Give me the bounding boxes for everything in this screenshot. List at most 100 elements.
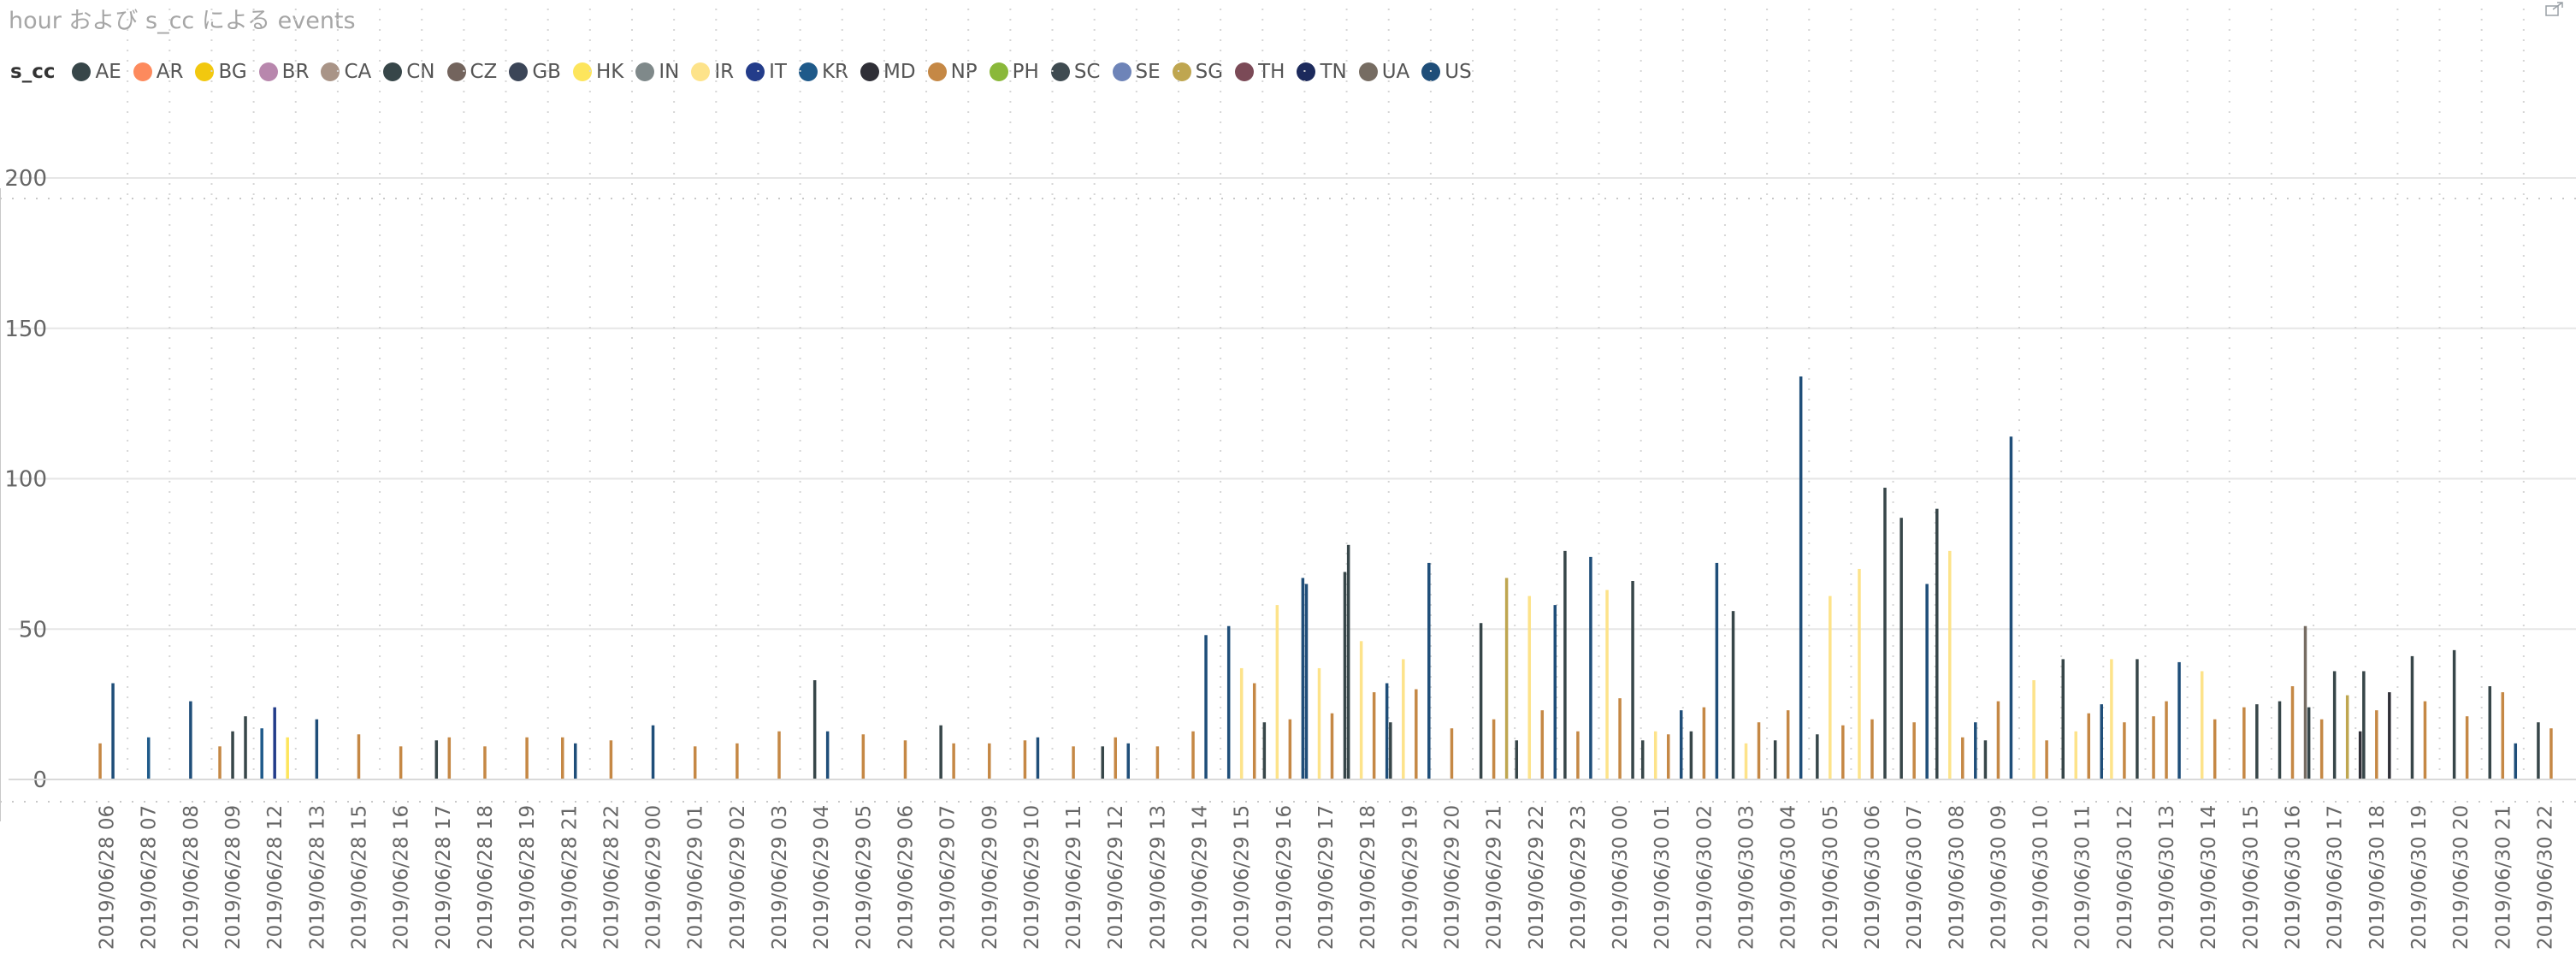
bar-np <box>1666 734 1670 779</box>
legend-item-hk[interactable]: HK <box>572 61 623 83</box>
legend-item-ph[interactable]: PH <box>989 61 1039 83</box>
bar-np <box>2423 701 2427 779</box>
x-tick-label: 2019/06/30 15 <box>2240 805 2262 950</box>
legend-item-ae[interactable]: AE <box>72 61 121 83</box>
bar-us <box>2009 436 2013 779</box>
bar-np <box>447 737 452 779</box>
bar-np <box>1757 722 1761 779</box>
x-tick-label: 2019/06/28 15 <box>348 805 370 950</box>
legend-item-np[interactable]: NP <box>927 61 978 83</box>
bar-ae <box>2278 701 2282 779</box>
bar-us <box>189 701 192 779</box>
bar-ae <box>2255 704 2259 779</box>
legend-swatch <box>446 62 466 81</box>
legend-label: MD <box>883 61 916 83</box>
bar-us <box>825 731 830 779</box>
bar-np <box>777 731 781 779</box>
x-tick-label: 2019/06/30 20 <box>2450 805 2473 950</box>
bar-ae <box>2362 671 2366 779</box>
legend-item-in[interactable]: IN <box>635 61 679 83</box>
bar-np <box>1372 692 1376 779</box>
bar-np <box>861 734 866 779</box>
bar-ae <box>2136 659 2139 779</box>
legend-label: IR <box>714 61 735 83</box>
bar-ae <box>231 731 234 779</box>
legend-item-gb[interactable]: GB <box>509 61 561 83</box>
bar-ae <box>2452 649 2456 779</box>
legend-item-md[interactable]: MD <box>860 61 916 83</box>
legend-title: s_cc <box>10 61 56 83</box>
bar-np <box>1961 737 1964 779</box>
x-tick-label: 2019/06/29 15 <box>1232 805 1254 950</box>
bar-np <box>1841 725 1845 779</box>
bar-ae <box>1983 740 1988 779</box>
y-tick-label: 100 <box>4 467 47 493</box>
bar-ae <box>1515 740 1519 779</box>
x-tick-label: 2019/06/30 16 <box>2283 805 2305 950</box>
x-tick-label: 2019/06/29 04 <box>811 805 833 950</box>
bar-ae <box>1731 611 1735 779</box>
legend-label: AE <box>95 61 121 83</box>
legend-label: SE <box>1135 61 1161 83</box>
bar-ir <box>1605 590 1609 779</box>
x-tick-label: 2019/06/29 00 <box>643 805 665 950</box>
legend-swatch <box>133 62 152 81</box>
legend-item-ir[interactable]: IR <box>691 61 734 83</box>
bar-it <box>273 707 276 779</box>
legend-swatch <box>1358 62 1378 81</box>
legend-swatch <box>635 62 655 81</box>
x-tick-label: 2019/06/29 09 <box>979 805 1001 950</box>
legend-item-it[interactable]: IT <box>746 61 787 83</box>
x-tick-label: 2019/06/29 06 <box>895 805 917 950</box>
bar-us <box>1427 562 1431 779</box>
bar-ae <box>1689 731 1693 779</box>
x-tick-label: 2019/06/30 07 <box>1904 805 1926 950</box>
bar-np <box>2465 716 2469 779</box>
legend-item-kr[interactable]: KR <box>798 61 849 83</box>
x-tick-label: 2019/06/29 07 <box>937 805 960 950</box>
legend-swatch <box>798 62 818 81</box>
x-tick-label: 2019/06/28 06 <box>97 805 119 950</box>
legend-swatch <box>860 62 880 81</box>
x-tick-label: 2019/06/30 09 <box>1988 805 2010 950</box>
bar-us <box>1126 743 1130 779</box>
bar-ae <box>2307 707 2311 779</box>
legend-item-ca[interactable]: CA <box>321 61 371 83</box>
legend-item-tn[interactable]: TN <box>1297 61 1347 83</box>
legend-item-ua[interactable]: UA <box>1358 61 1409 83</box>
bar-ae <box>1640 740 1645 779</box>
x-tick-label: 2019/06/30 14 <box>2198 805 2220 950</box>
x-tick-label: 2019/06/30 13 <box>2156 805 2178 950</box>
legend-label: KR <box>821 61 849 83</box>
bar-np <box>357 734 361 779</box>
legend-item-sg[interactable]: SG <box>1172 61 1223 83</box>
bar-np <box>1912 722 1916 779</box>
x-tick-label: 2019/06/30 00 <box>1610 805 1632 950</box>
legend-item-se[interactable]: SE <box>1112 61 1161 83</box>
bar-np <box>1618 698 1622 779</box>
legend-swatch <box>321 62 340 81</box>
bar-np <box>218 746 222 779</box>
bar-ae <box>1631 581 1634 779</box>
legend-label: CA <box>344 61 372 83</box>
x-tick-label: 2019/06/30 22 <box>2534 805 2556 950</box>
legend-item-cz[interactable]: CZ <box>446 61 497 83</box>
bar-us <box>2177 661 2181 779</box>
legend-item-bg[interactable]: BG <box>195 61 247 83</box>
x-tick-label: 2019/06/30 01 <box>1651 805 1674 950</box>
legend-item-cn[interactable]: CN <box>383 61 435 83</box>
x-tick-label: 2019/06/29 12 <box>1105 805 1127 950</box>
bar-np <box>1492 719 1496 779</box>
legend-item-th[interactable]: TH <box>1235 61 1285 83</box>
x-tick-label: 2019/06/30 10 <box>2030 805 2053 950</box>
bar-us <box>315 719 319 779</box>
legend-label: GB <box>532 61 561 83</box>
x-tick-label: 2019/06/30 21 <box>2492 805 2514 950</box>
bar-ae <box>1935 508 1939 779</box>
bar-ae <box>1346 544 1350 779</box>
focus-mode-icon[interactable] <box>2545 2 2564 17</box>
legend-item-sc[interactable]: SC <box>1050 61 1101 83</box>
bar-ae <box>1900 518 1903 779</box>
x-tick-label: 2019/06/30 08 <box>1946 805 1968 950</box>
legend-swatch <box>927 62 947 81</box>
